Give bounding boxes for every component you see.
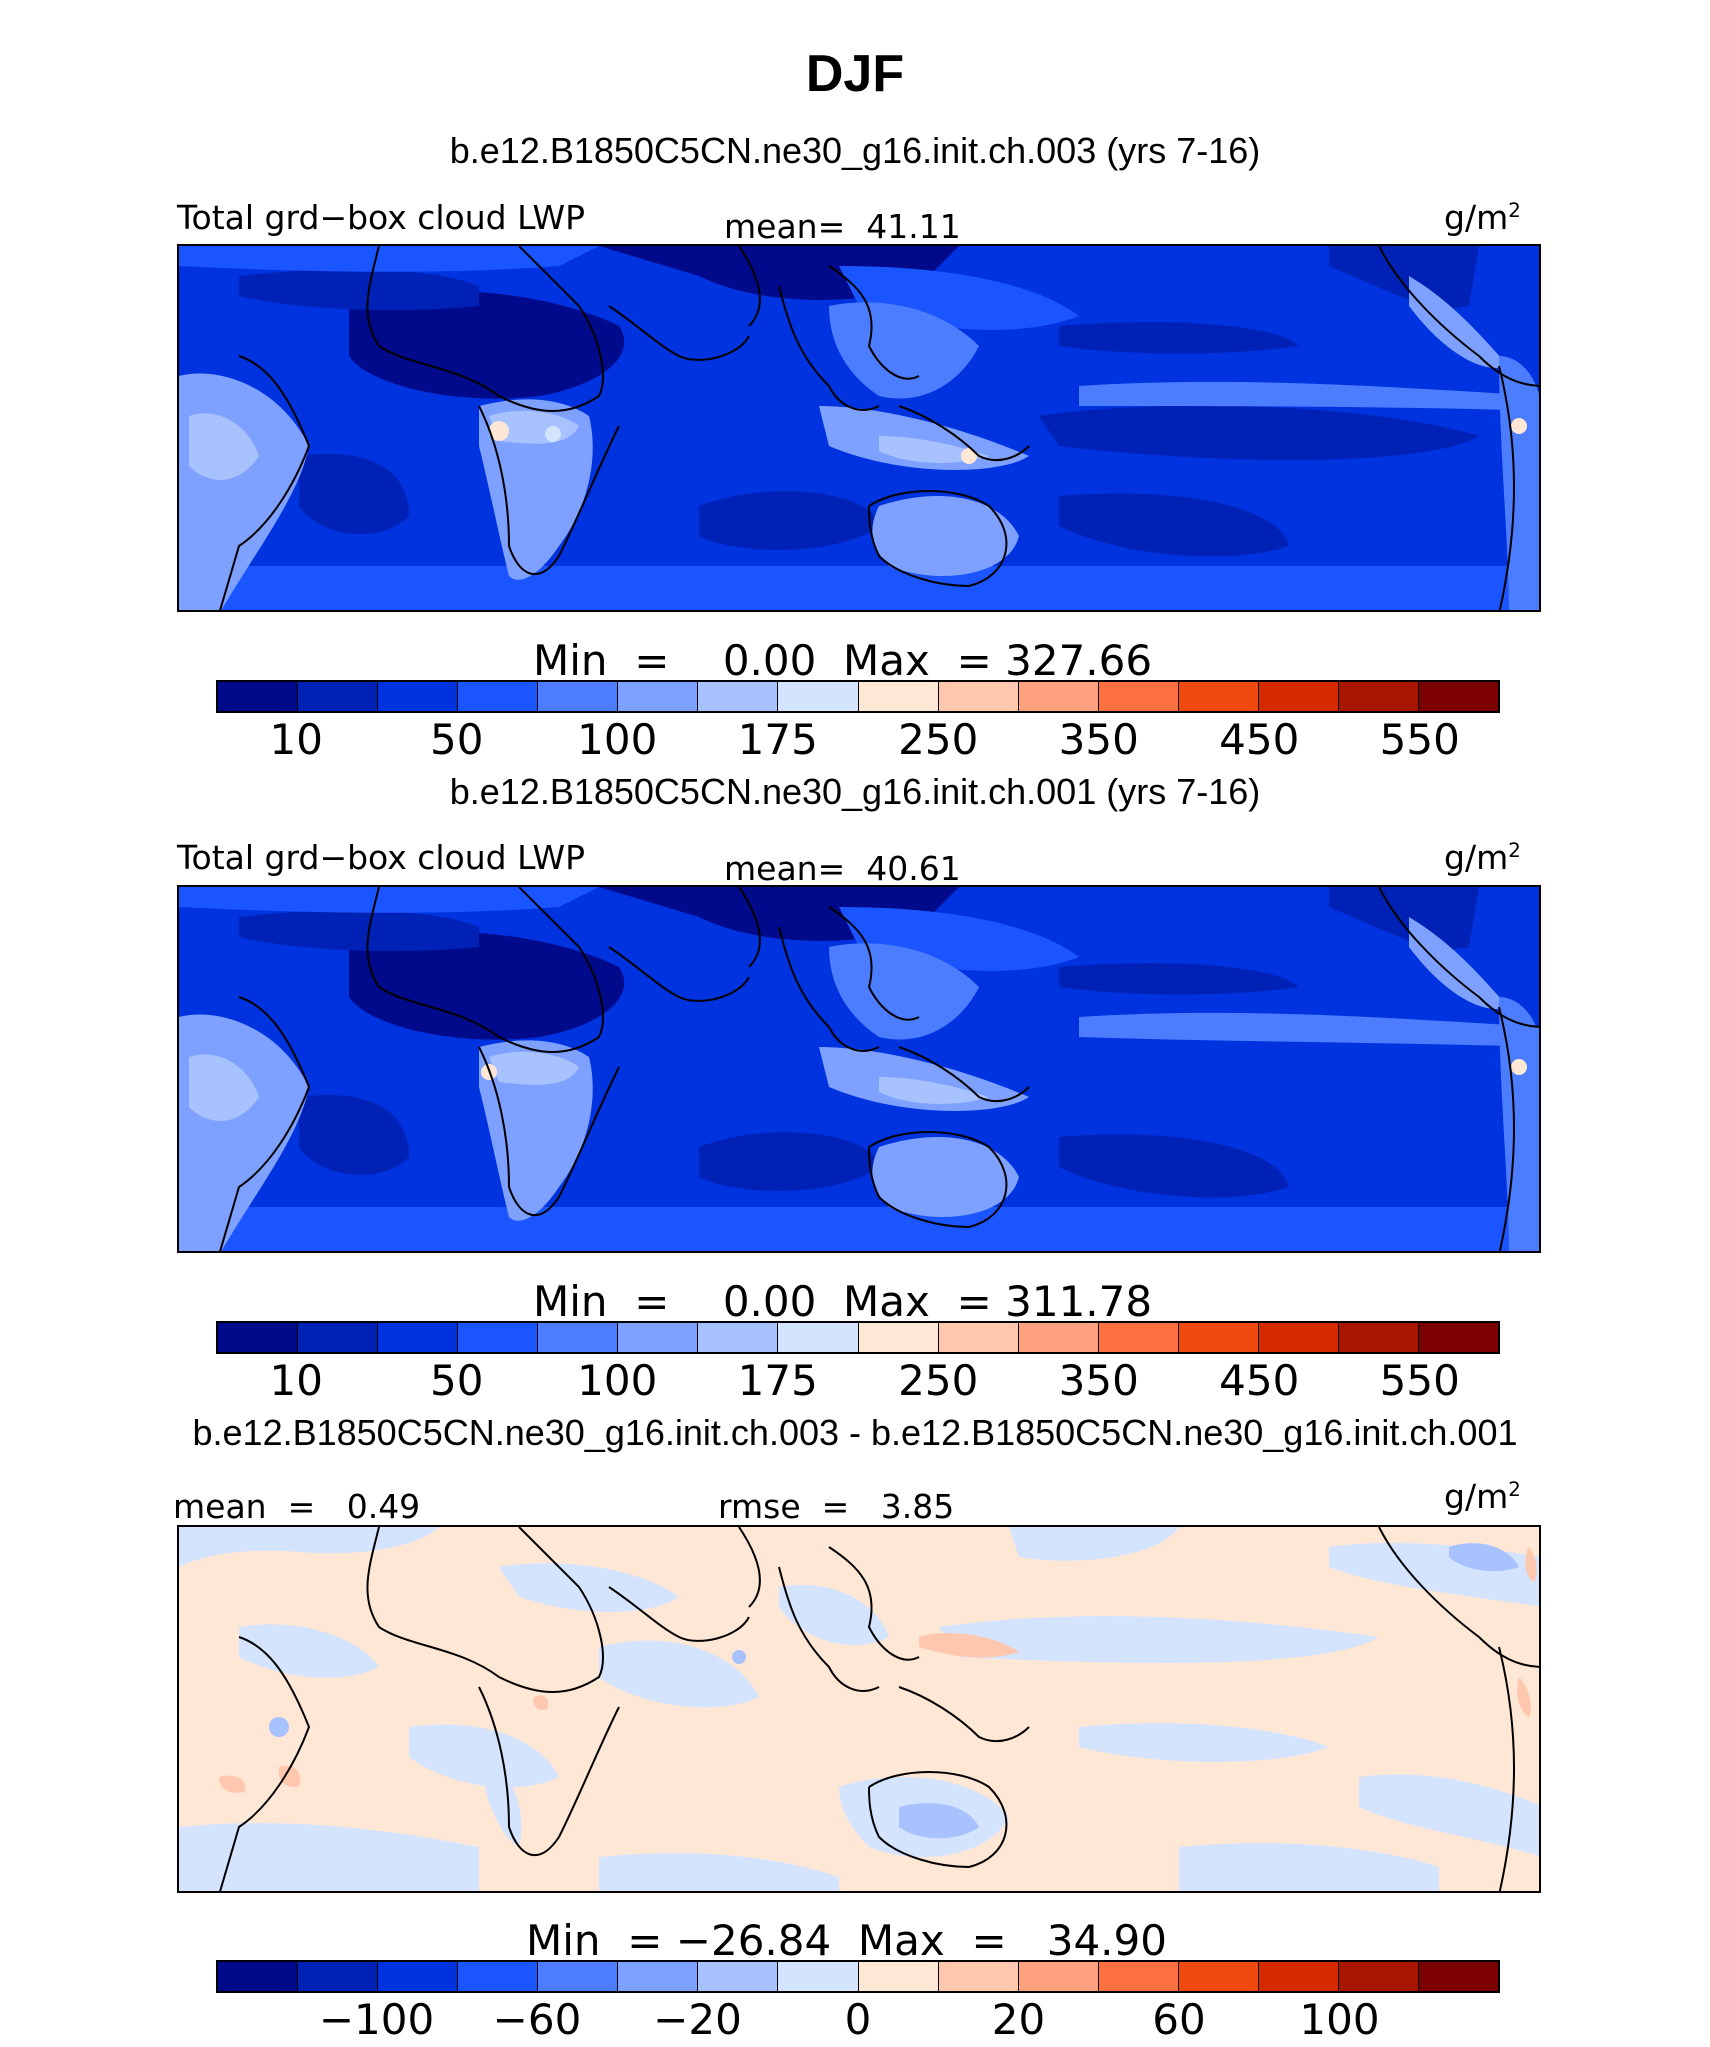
colorbar-swatch (1018, 682, 1099, 711)
panel-3-colorbar (216, 1960, 1500, 1993)
panel-3-map (177, 1525, 1541, 1893)
panel-2-map (177, 885, 1541, 1253)
colorbar-tick-label: 100 (577, 1356, 658, 1405)
panel-2-minmax: Min = 0.00 Max = 311.78 (533, 1277, 1153, 1326)
panel-1-units: g/m2 (1444, 198, 1521, 237)
colorbar-swatch (458, 1962, 539, 1991)
page-title: DJF (805, 45, 905, 103)
panel-1-colorbar (216, 680, 1500, 713)
panel-3-mean-label: mean = 0.49 (173, 1487, 421, 1526)
panel-1-field-svg (179, 246, 1539, 610)
colorbar-swatch (778, 1323, 859, 1352)
colorbar-swatch (538, 1962, 619, 1991)
colorbar-swatch (1098, 682, 1179, 711)
colorbar-tick-label: 50 (430, 1356, 484, 1405)
colorbar-swatch (218, 1323, 299, 1352)
colorbar-swatch (1258, 1962, 1339, 1991)
colorbar-tick-label: 10 (269, 1356, 323, 1405)
colorbar-swatch (1018, 1323, 1099, 1352)
colorbar-tick-label: 350 (1058, 715, 1139, 764)
colorbar-swatch (1258, 1323, 1339, 1352)
panel-2-units: g/m2 (1444, 838, 1521, 877)
panel-2-variable-label: Total grd−box cloud LWP (177, 838, 585, 877)
panel-3-case-title: b.e12.B1850C5CN.ne30_g16.init.ch.003 - b… (192, 1412, 1518, 1453)
colorbar-swatch (778, 682, 859, 711)
panel-3-rmse-label: rmse = 3.85 (718, 1487, 955, 1526)
panel-1-mean-label: mean= 41.11 (724, 207, 961, 246)
colorbar-swatch (778, 1962, 859, 1991)
panel-1-minmax: Min = 0.00 Max = 327.66 (533, 636, 1153, 685)
colorbar-swatch (618, 1323, 699, 1352)
colorbar-swatch (1418, 1962, 1498, 1991)
colorbar-swatch (538, 682, 619, 711)
colorbar-swatch (1178, 1323, 1259, 1352)
colorbar-swatch (1098, 1962, 1179, 1991)
colorbar-swatch (378, 682, 459, 711)
colorbar-tick-label: 100 (577, 715, 658, 764)
colorbar-swatch (1178, 682, 1259, 711)
panel-2-case-title: b.e12.B1850C5CN.ne30_g16.init.ch.001 (yr… (449, 771, 1261, 812)
colorbar-swatch (1018, 1962, 1099, 1991)
colorbar-swatch (1258, 682, 1339, 711)
colorbar-swatch (458, 682, 539, 711)
colorbar-swatch (1338, 1323, 1419, 1352)
colorbar-swatch (378, 1323, 459, 1352)
colorbar-swatch (1338, 1962, 1419, 1991)
colorbar-tick-label: 60 (1152, 1995, 1206, 2044)
colorbar-swatch (698, 682, 779, 711)
panel-1-colorbar-ticks: 10 50 100 175 250 350 450 550 (0, 715, 1710, 765)
colorbar-tick-label: 10 (269, 715, 323, 764)
colorbar-swatch (298, 682, 379, 711)
panel-3-units: g/m2 (1444, 1477, 1521, 1516)
colorbar-swatch (538, 1323, 619, 1352)
colorbar-swatch (938, 1962, 1019, 1991)
colorbar-tick-label: 0 (844, 1995, 872, 2044)
panel-1-variable-label: Total grd−box cloud LWP (177, 198, 585, 237)
colorbar-swatch (458, 1323, 539, 1352)
colorbar-tick-label: −60 (492, 1995, 582, 2044)
panel-2-mean-label: mean= 40.61 (724, 849, 961, 888)
colorbar-tick-label: 450 (1219, 715, 1300, 764)
panel-2-colorbar-ticks: 10 50 100 175 250 350 450 550 (0, 1356, 1710, 1406)
panel-3-minmax: Min = −26.84 Max = 34.90 (526, 1916, 1167, 1965)
colorbar-swatch (1418, 1323, 1498, 1352)
colorbar-swatch (1338, 682, 1419, 711)
colorbar-swatch (858, 682, 939, 711)
colorbar-swatch (858, 1323, 939, 1352)
colorbar-swatch (618, 682, 699, 711)
colorbar-tick-label: 175 (737, 715, 818, 764)
colorbar-swatch (858, 1962, 939, 1991)
colorbar-tick-label: 20 (991, 1995, 1046, 2044)
colorbar-swatch (378, 1962, 459, 1991)
colorbar-tick-label: 50 (430, 715, 484, 764)
colorbar-tick-label: 450 (1219, 1356, 1300, 1405)
colorbar-swatch (1178, 1962, 1259, 1991)
colorbar-swatch (1418, 682, 1498, 711)
colorbar-tick-label: −100 (318, 1995, 435, 2044)
panel-3-colorbar-ticks: −100 −60 −20 0 20 60 100 (0, 1995, 1710, 2045)
colorbar-swatch (618, 1962, 699, 1991)
panel-2-field-svg (179, 887, 1539, 1251)
panel-1-map (177, 244, 1541, 612)
colorbar-swatch (698, 1323, 779, 1352)
colorbar-tick-label: 250 (898, 715, 979, 764)
colorbar-swatch (218, 1962, 299, 1991)
panel-3-field-svg (179, 1527, 1539, 1891)
panel-1-case-title: b.e12.B1850C5CN.ne30_g16.init.ch.003 (yr… (449, 130, 1261, 171)
colorbar-tick-label: 175 (737, 1356, 818, 1405)
colorbar-swatch (218, 682, 299, 711)
colorbar-tick-label: 100 (1299, 1995, 1380, 2044)
colorbar-swatch (298, 1323, 379, 1352)
colorbar-swatch (1098, 1323, 1179, 1352)
colorbar-swatch (938, 682, 1019, 711)
colorbar-tick-label: 350 (1058, 1356, 1139, 1405)
colorbar-swatch (938, 1323, 1019, 1352)
colorbar-swatch (698, 1962, 779, 1991)
colorbar-tick-label: 550 (1379, 715, 1460, 764)
colorbar-tick-label: 250 (898, 1356, 979, 1405)
colorbar-swatch (298, 1962, 379, 1991)
panel-2-colorbar (216, 1321, 1500, 1354)
colorbar-tick-label: −20 (653, 1995, 742, 2044)
colorbar-tick-label: 550 (1379, 1356, 1460, 1405)
